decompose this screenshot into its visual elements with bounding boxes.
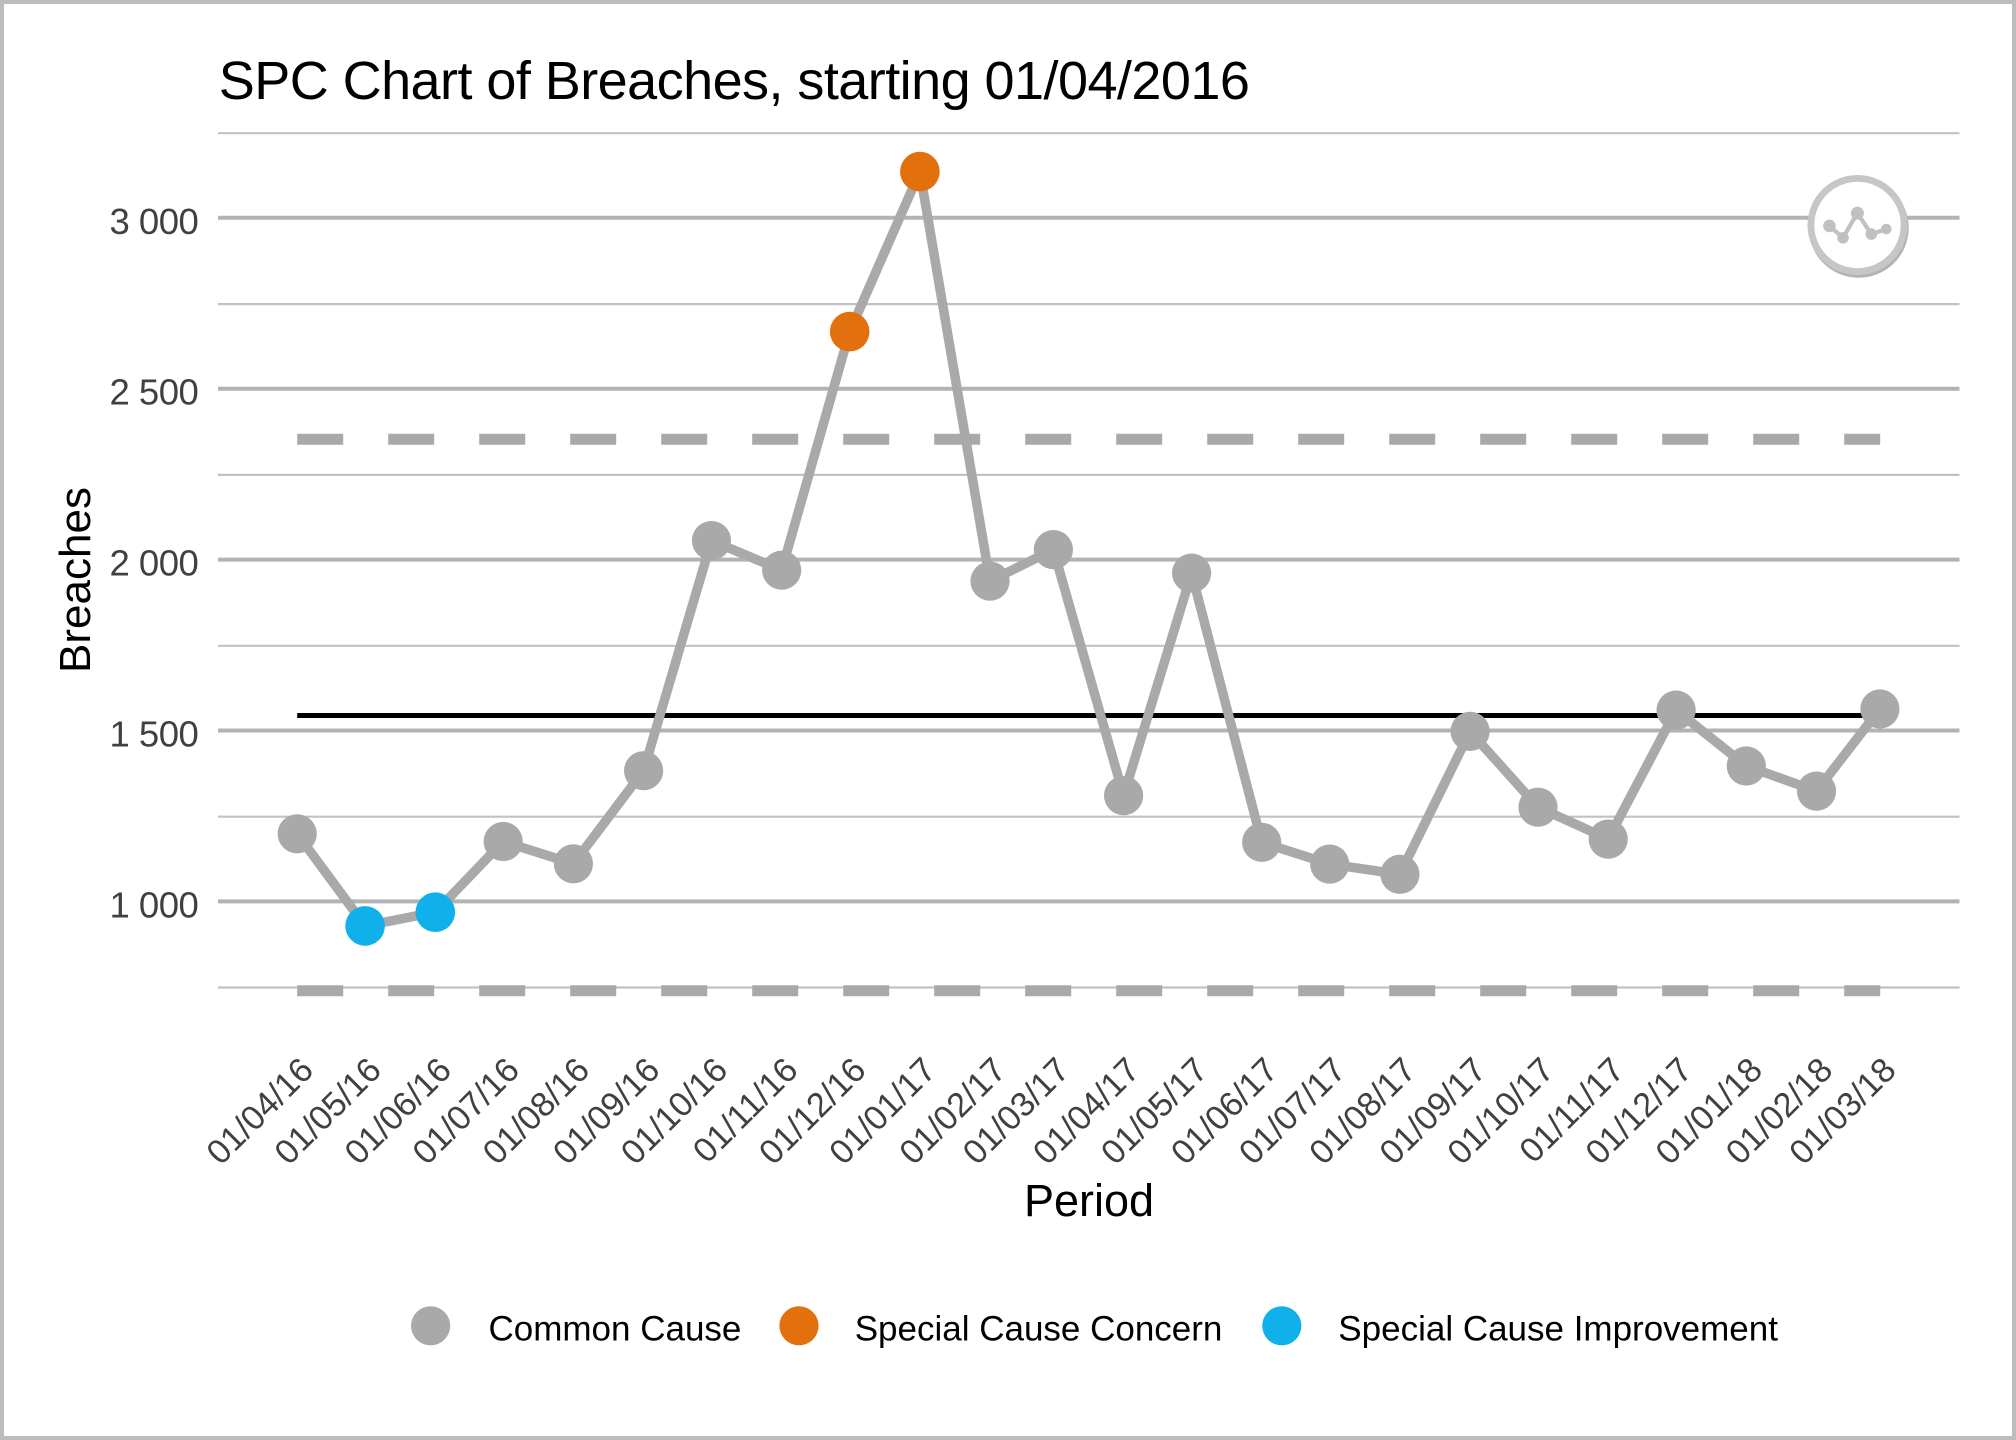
svg-text:3 000: 3 000 [109, 201, 198, 242]
svg-text:2 000: 2 000 [109, 543, 198, 584]
svg-text:1 000: 1 000 [109, 884, 198, 925]
svg-text:Special Cause Improvement: Special Cause Improvement [1338, 1310, 1778, 1349]
svg-text:Special Cause Concern: Special Cause Concern [855, 1310, 1223, 1349]
svg-text:Common Cause: Common Cause [489, 1310, 742, 1349]
svg-text:1 500: 1 500 [109, 714, 198, 755]
svg-text:SPC Chart of Breaches, startin: SPC Chart of Breaches, starting 01/04/20… [219, 51, 1250, 111]
svg-text:Breaches: Breaches [51, 487, 100, 673]
svg-text:Period: Period [1024, 1175, 1154, 1226]
svg-text:2 500: 2 500 [109, 372, 198, 413]
